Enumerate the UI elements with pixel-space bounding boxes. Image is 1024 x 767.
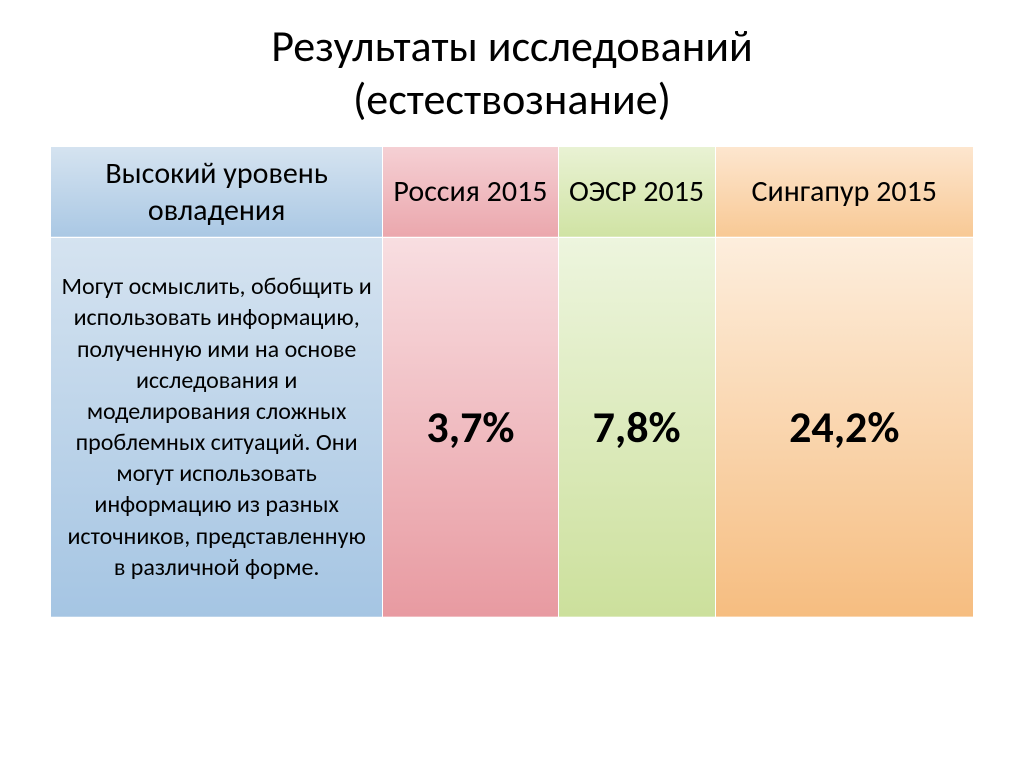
- title-line-2: (естествознание): [353, 72, 671, 126]
- cell-singapore: 24,2%: [715, 237, 973, 617]
- header-description: Высокий уровень овладения: [51, 146, 383, 237]
- header-singapore: Сингапур 2015: [715, 146, 973, 237]
- cell-description: Могут осмыслить, обобщить и использовать…: [51, 237, 383, 617]
- cell-oecd: 7,8%: [558, 237, 715, 617]
- table-header-row: Высокий уровень овладения Россия 2015 ОЭ…: [51, 146, 974, 237]
- results-table: Высокий уровень овладения Россия 2015 ОЭ…: [50, 146, 974, 618]
- page-title: Результаты исследований (естествознание): [271, 20, 753, 126]
- table-row: Могут осмыслить, обобщить и использовать…: [51, 237, 974, 617]
- title-line-1: Результаты исследований: [271, 19, 753, 73]
- header-russia: Россия 2015: [383, 146, 558, 237]
- cell-russia: 3,7%: [383, 237, 558, 617]
- header-oecd: ОЭСР 2015: [558, 146, 715, 237]
